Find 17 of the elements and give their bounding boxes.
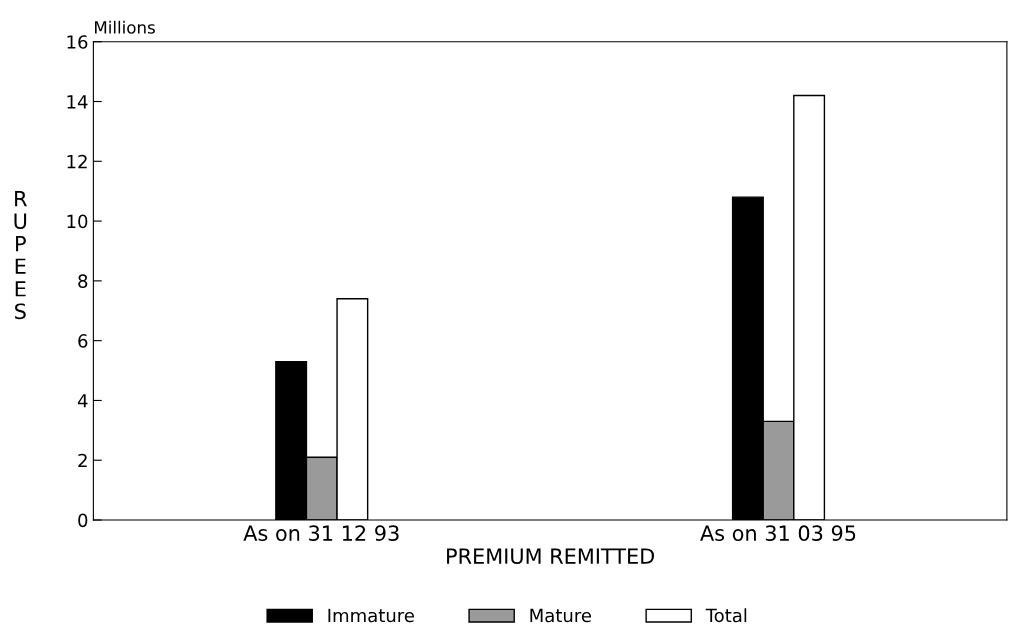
y-tick-label: 4 <box>77 394 88 408</box>
legend-label: Total <box>705 608 747 623</box>
text: Millions <box>95 20 155 34</box>
y-tick-label: 16 <box>67 35 88 49</box>
y-tick-label: 2 <box>78 453 87 468</box>
x-axis-title: PREMIUM REMITTED <box>447 548 655 564</box>
y-tick-label: 14 <box>67 95 88 109</box>
y-tick-label: 0 <box>78 513 88 528</box>
y-tick-label: 10 <box>67 214 88 229</box>
legend-label: Immature <box>328 608 414 623</box>
y-tick-label: 8 <box>78 274 88 288</box>
x-tick-label: As on 31 03 95 <box>700 525 856 542</box>
x-tick-label: As on 31 12 93 <box>243 525 399 542</box>
y-tick-label: 6 <box>78 334 88 348</box>
y-axis-title: RUPEES <box>14 191 27 320</box>
y-tick-label: 12 <box>67 154 87 169</box>
legend-label: Mature <box>530 608 591 623</box>
